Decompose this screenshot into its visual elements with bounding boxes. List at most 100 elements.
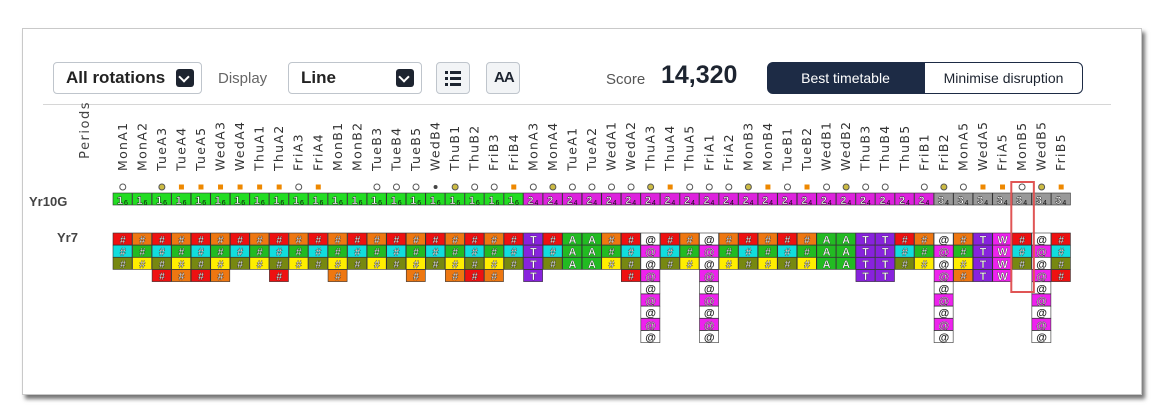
yr7-cell-hash[interactable] (171, 269, 191, 282)
yr7-cell-hash[interactable] (151, 269, 172, 282)
yr10g-cell[interactable] (1031, 192, 1052, 206)
yr10g-cell[interactable] (914, 192, 934, 206)
yr7-cell-hash[interactable] (542, 257, 563, 270)
yr10g-cell[interactable] (171, 192, 191, 206)
yr7-cell-hash[interactable] (327, 269, 348, 282)
yr7-cell-hash[interactable] (953, 269, 974, 282)
yr7-cell-hash[interactable] (679, 257, 700, 270)
yr7-cell-hash[interactable] (757, 257, 778, 270)
yr7-cell-hash[interactable] (445, 269, 465, 282)
yr10g-cell[interactable] (230, 192, 250, 206)
yr7-cell-a[interactable] (816, 257, 837, 270)
yr10g-cell[interactable] (249, 192, 270, 206)
yr7-cell-hash[interactable] (425, 257, 446, 270)
yr7-cell-t[interactable] (972, 269, 993, 282)
yr10g-cell[interactable] (718, 192, 739, 206)
yr7-cell-at[interactable] (933, 330, 954, 343)
yr10g-cell[interactable] (112, 192, 133, 206)
yr10g-cell[interactable] (464, 192, 485, 206)
yr7-cell-hash[interactable] (894, 257, 915, 270)
font-size-button[interactable]: AA (486, 62, 520, 94)
yr10g-cell[interactable] (894, 192, 915, 206)
yr7-cell-at[interactable] (1031, 330, 1052, 343)
best-timetable-button[interactable]: Best timetable (767, 62, 924, 94)
yr10g-cell[interactable] (288, 192, 309, 206)
yr7-cell-hash[interactable] (503, 257, 524, 270)
yr10g-cell[interactable] (620, 192, 641, 206)
yr10g-cell[interactable] (738, 192, 758, 206)
yr10g-cell[interactable] (327, 192, 348, 206)
yr7-cell-hash[interactable] (620, 269, 641, 282)
yr7-cell-hash[interactable] (601, 257, 622, 270)
yr10g-cell[interactable] (757, 192, 778, 206)
yr10g-cell[interactable] (308, 192, 328, 206)
yr10g-cell[interactable] (425, 192, 446, 206)
yr7-cell-hash[interactable] (366, 257, 387, 270)
yr7-cell-hash[interactable] (210, 269, 231, 282)
yr10g-cell[interactable] (405, 192, 426, 206)
yr7-cell-a[interactable] (836, 257, 856, 270)
yr7-cell-hash[interactable] (190, 269, 211, 282)
yr10g-cell[interactable] (542, 192, 563, 206)
yr10g-cell[interactable] (581, 192, 602, 206)
yr7-cell-a[interactable] (562, 257, 583, 270)
yr10g-cell[interactable] (601, 192, 622, 206)
yr10g-cell[interactable] (953, 192, 974, 206)
display-select[interactable]: Line (288, 62, 422, 94)
yr10g-cell[interactable] (933, 192, 954, 206)
yr7-cell-hash[interactable] (738, 257, 758, 270)
yr7-cell-hash[interactable] (718, 257, 739, 270)
yr10g-cell[interactable] (816, 192, 837, 206)
yr7-cell-hash[interactable] (112, 257, 133, 270)
yr10g-cell[interactable] (347, 192, 367, 206)
yr10g-cell[interactable] (699, 192, 719, 206)
yr7-cell-a[interactable] (581, 257, 602, 270)
yr10g-cell[interactable] (660, 192, 680, 206)
yr10g-cell[interactable] (484, 192, 504, 206)
yr7-cell-hash[interactable] (132, 257, 152, 270)
yr7-cell-hash[interactable] (249, 257, 270, 270)
yr7-cell-hash[interactable] (1051, 269, 1071, 282)
yr7-cell-t[interactable] (523, 269, 543, 282)
yr10g-cell[interactable] (269, 192, 289, 206)
yr10g-cell[interactable] (855, 192, 876, 206)
yr10g-cell[interactable] (972, 192, 993, 206)
yr10g-cell[interactable] (679, 192, 700, 206)
yr7-cell-hash[interactable] (230, 257, 250, 270)
yr10g-cell[interactable] (1051, 192, 1071, 206)
rotation-select[interactable]: All rotations (53, 62, 202, 94)
yr7-cell-hash[interactable] (288, 257, 309, 270)
yr10g-cell[interactable] (366, 192, 387, 206)
minimise-disruption-button[interactable]: Minimise disruption (924, 62, 1083, 94)
yr10g-cell[interactable] (640, 192, 661, 206)
yr7-cell-t[interactable] (855, 269, 876, 282)
yr10g-cell[interactable] (386, 192, 407, 206)
yr7-cell-hash[interactable] (777, 257, 798, 270)
yr7-cell-hash[interactable] (386, 257, 407, 270)
yr10g-cell[interactable] (523, 192, 543, 206)
yr7-cell-hash[interactable] (405, 269, 426, 282)
yr7-cell-hash[interactable] (796, 257, 817, 270)
yr7-cell-hash[interactable] (347, 257, 367, 270)
yr7-cell-hash[interactable] (914, 257, 934, 270)
list-view-button[interactable] (436, 62, 470, 94)
yr7-cell-hash[interactable] (464, 269, 485, 282)
yr10g-cell[interactable] (562, 192, 583, 206)
yr10g-cell[interactable] (796, 192, 817, 206)
yr10g-cell[interactable] (777, 192, 798, 206)
yr10g-cell[interactable] (503, 192, 524, 206)
yr7-cell-at[interactable] (640, 330, 661, 343)
yr7-cell-hash[interactable] (308, 257, 328, 270)
yr10g-cell[interactable] (445, 192, 465, 206)
yr7-cell-hash[interactable] (269, 269, 289, 282)
yr10g-cell[interactable] (836, 192, 856, 206)
yr10g-cell[interactable] (210, 192, 231, 206)
yr10g-cell[interactable] (875, 192, 895, 206)
yr7-cell-hash[interactable] (660, 257, 680, 270)
yr10g-cell[interactable] (132, 192, 152, 206)
yr7-cell-t[interactable] (875, 269, 895, 282)
yr10g-cell[interactable] (151, 192, 172, 206)
yr7-cell-hash[interactable] (484, 269, 504, 282)
yr7-cell-at[interactable] (699, 330, 719, 343)
yr10g-cell[interactable] (190, 192, 211, 206)
